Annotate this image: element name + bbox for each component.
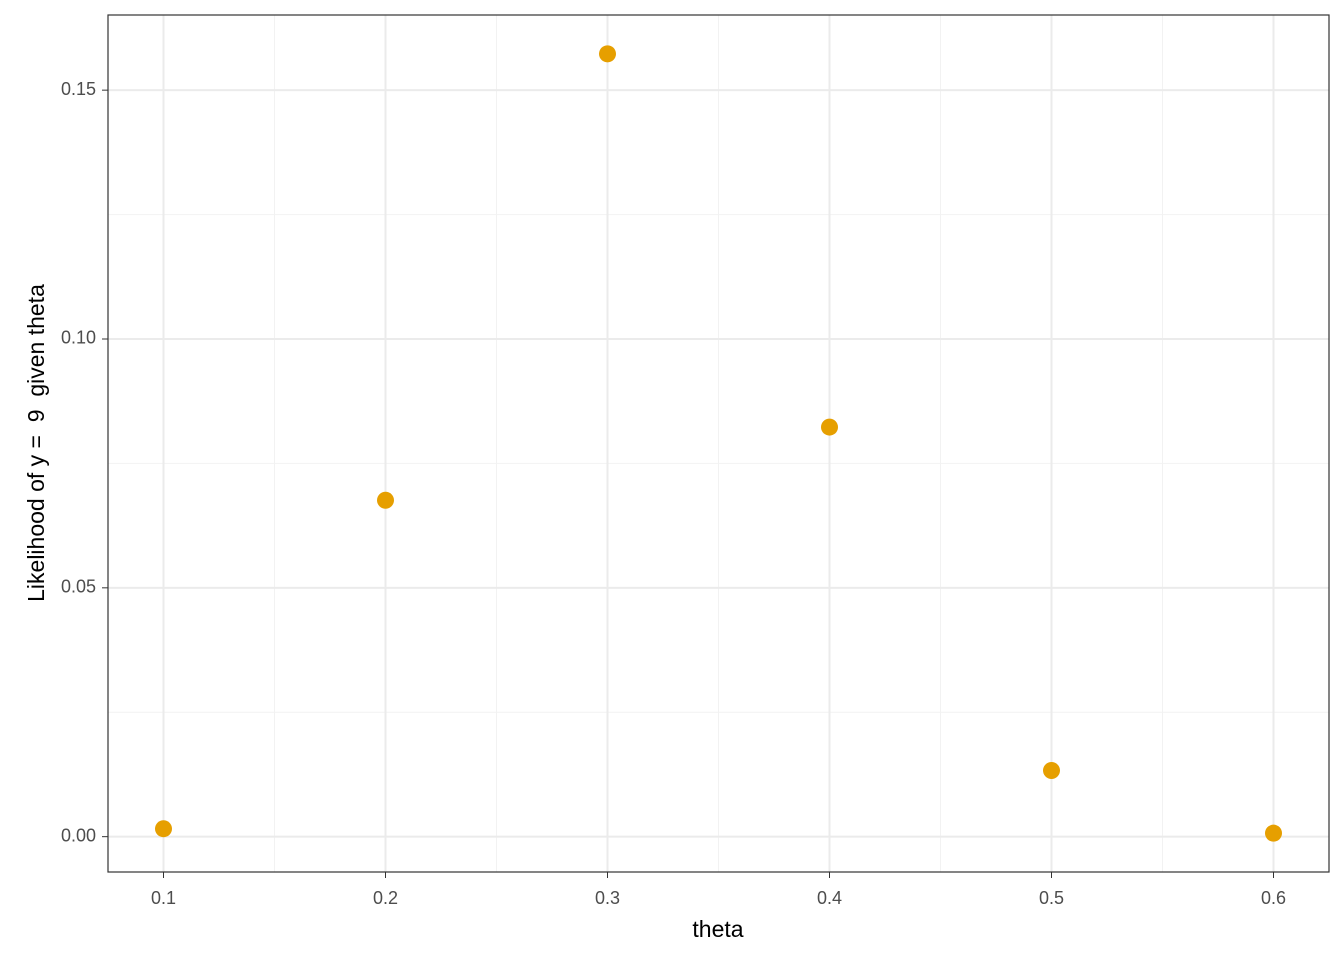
- x-tick-label: 0.1: [151, 888, 176, 908]
- x-tick-label: 0.3: [595, 888, 620, 908]
- x-tick-label: 0.4: [817, 888, 842, 908]
- panel-border: [107, 14, 1330, 873]
- point: [1043, 761, 1060, 779]
- y-tick-label: 0.15: [61, 79, 96, 99]
- point: [599, 45, 616, 63]
- y-tick-label: 0.10: [61, 328, 96, 348]
- y-tick-label: 0.05: [61, 577, 96, 597]
- x-tick-label: 0.2: [373, 888, 398, 908]
- y-axis-title: Likelihood of y = 9 given theta: [23, 284, 49, 602]
- x-tick-label: 0.6: [1261, 888, 1286, 908]
- point: [1265, 824, 1282, 842]
- y-tick-label: 0.00: [61, 825, 96, 845]
- point: [377, 491, 394, 509]
- x-axis-title: theta: [692, 916, 743, 942]
- point: [155, 820, 172, 838]
- point: [821, 418, 838, 436]
- x-tick-label: 0.5: [1039, 888, 1064, 908]
